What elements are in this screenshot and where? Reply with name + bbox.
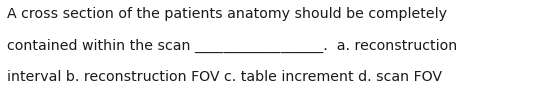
Text: A cross section of the patients anatomy should be completely: A cross section of the patients anatomy …: [7, 7, 448, 21]
Text: interval b. reconstruction FOV c. table increment d. scan FOV: interval b. reconstruction FOV c. table …: [7, 70, 442, 84]
Text: contained within the scan __________________.  a. reconstruction: contained within the scan ______________…: [7, 39, 458, 53]
